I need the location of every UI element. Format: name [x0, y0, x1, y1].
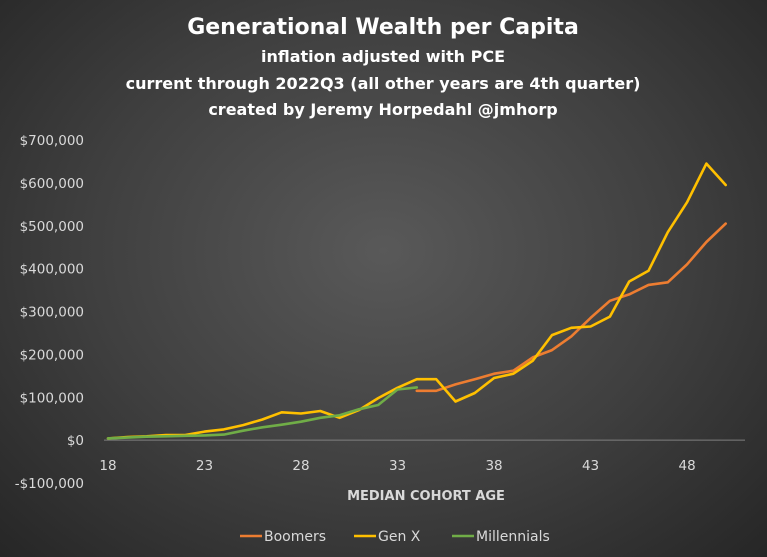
y-tick-label: $600,000 [20, 176, 84, 192]
legend-item-boomers: Boomers [240, 529, 326, 545]
x-tick-label: 18 [99, 458, 116, 474]
legend-label: Millennials [476, 529, 550, 545]
chart-subtitle-1: inflation adjusted with PCE [261, 47, 505, 66]
legend-item-millennials: Millennials [452, 529, 550, 545]
series-line-millennials [106, 386, 419, 440]
x-axis-label: MEDIAN COHORT AGE [347, 489, 505, 504]
chart-subtitle-3: created by Jeremy Horpedahl @jmhorp [208, 100, 557, 119]
legend-item-gen-x: Gen X [354, 529, 421, 545]
x-axis: 18 23 28 33 38 43 48 [99, 458, 695, 474]
y-tick-label: $700,000 [20, 133, 84, 149]
y-tick-label: $400,000 [20, 262, 84, 278]
x-tick-label: 28 [292, 458, 309, 474]
y-tick-label: $300,000 [20, 305, 84, 321]
x-tick-label: 48 [678, 458, 695, 474]
y-tick-label: $500,000 [20, 219, 84, 235]
x-tick-label: 38 [485, 458, 502, 474]
series-line-boomers [415, 222, 728, 393]
x-tick-label: 43 [582, 458, 599, 474]
legend-label: Boomers [264, 529, 326, 545]
legend-label: Gen X [378, 529, 421, 545]
chart-subtitle-2: current through 2022Q3 (all other years … [126, 74, 641, 93]
y-tick-label: $100,000 [20, 390, 84, 406]
x-tick-label: 33 [389, 458, 406, 474]
legend: Boomers Gen X Millennials [240, 529, 550, 545]
y-tick-label: $0 [67, 433, 84, 449]
series-group [106, 162, 728, 440]
y-tick-label: -$100,000 [15, 476, 84, 492]
y-axis: -$100,000 $0 $100,000 $200,000 $300,000 $400,… [15, 133, 84, 492]
y-tick-label: $200,000 [20, 347, 84, 363]
chart-title: Generational Wealth per Capita [187, 15, 579, 40]
series-line-gen-x [106, 162, 728, 440]
x-tick-label: 23 [196, 458, 213, 474]
